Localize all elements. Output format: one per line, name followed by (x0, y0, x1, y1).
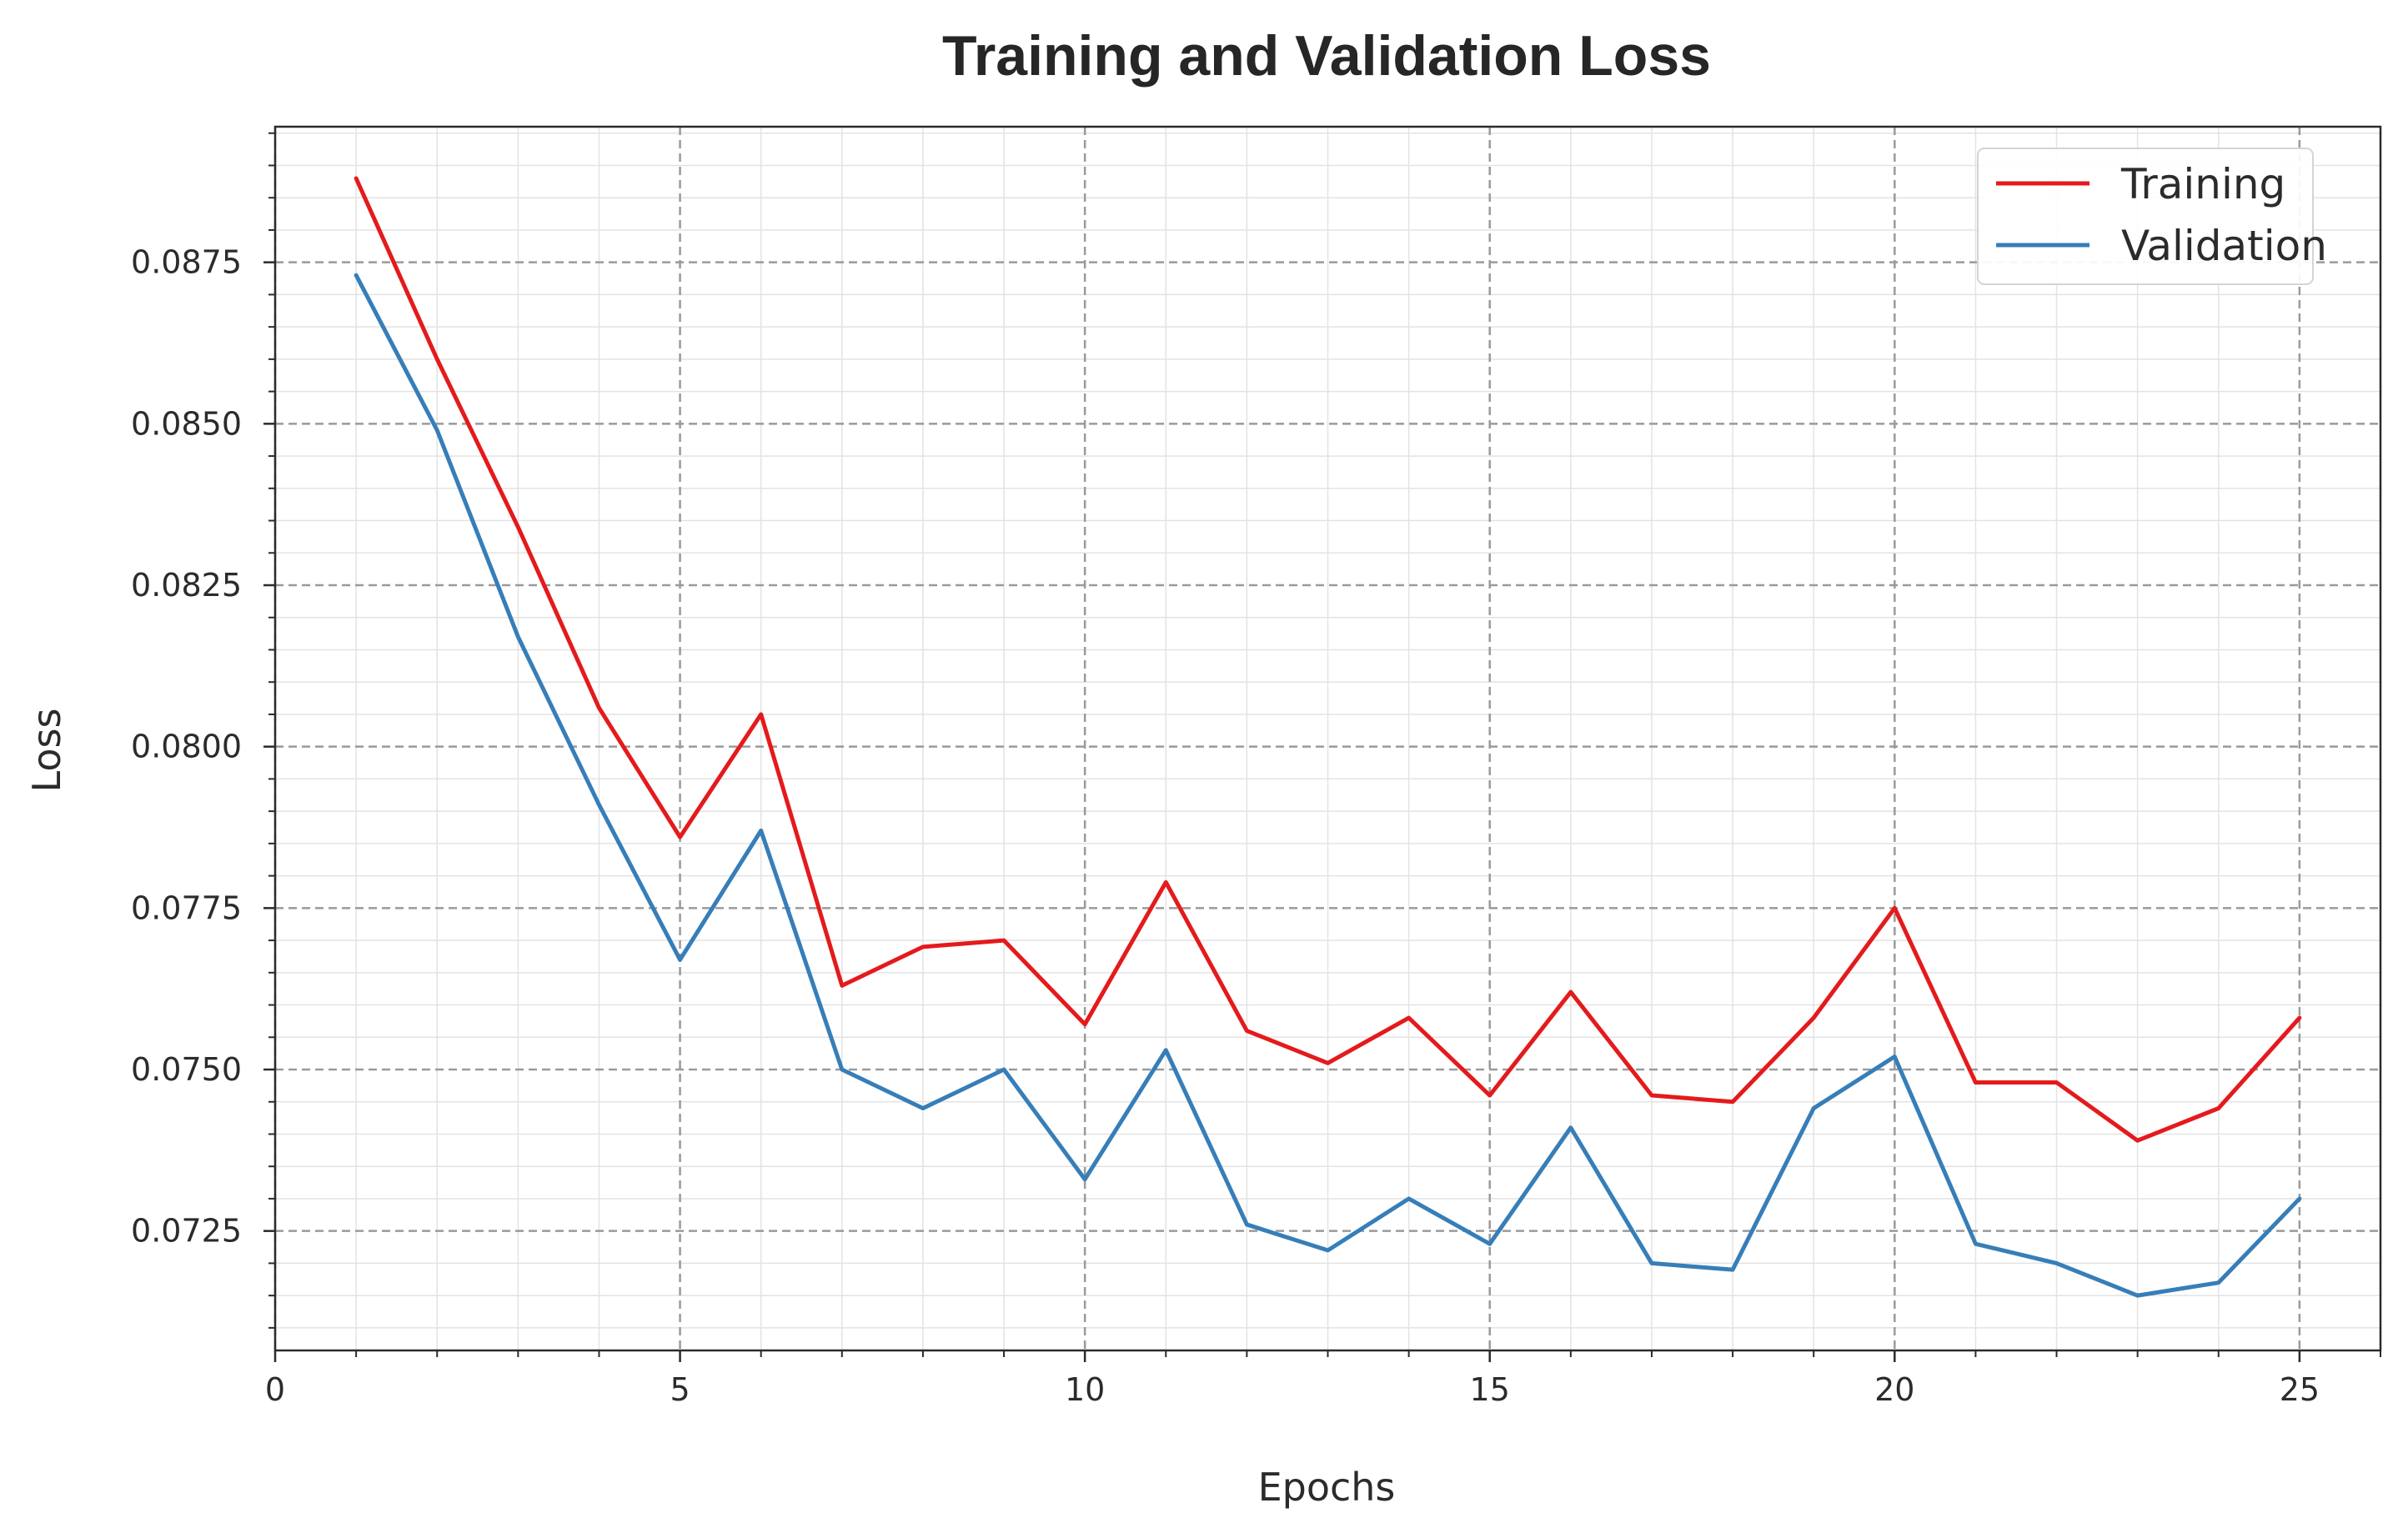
data-point-training (1649, 1094, 1653, 1098)
data-point-validation (354, 273, 359, 278)
data-point-training (516, 525, 520, 529)
data-point-validation (2054, 1261, 2059, 1265)
legend-label-validation: Validation (2121, 222, 2327, 270)
data-point-training (1731, 1100, 1735, 1104)
data-point-validation (435, 428, 439, 433)
x-tick-label: 20 (1874, 1371, 1914, 1408)
data-point-training (1326, 1061, 1330, 1065)
y-tick-label: 0.0775 (131, 889, 242, 926)
y-tick-label: 0.0750 (131, 1051, 242, 1088)
data-point-validation (1245, 1222, 1249, 1226)
x-tick-label: 25 (2280, 1371, 2320, 1408)
data-point-training (2054, 1080, 2059, 1085)
data-point-training (1974, 1080, 1978, 1085)
data-point-training (1893, 906, 1897, 910)
data-point-training (1487, 1094, 1492, 1098)
data-point-validation (1326, 1248, 1330, 1252)
data-point-training (759, 712, 763, 716)
data-point-validation (1083, 1177, 1087, 1181)
data-point-training (1568, 990, 1573, 994)
x-tick-label: 0 (265, 1371, 285, 1408)
series-line-validation (354, 273, 2302, 1298)
data-point-validation (1164, 1048, 1168, 1052)
data-point-validation (1974, 1242, 1978, 1246)
series-layer (354, 176, 2302, 1298)
data-point-validation (840, 1068, 844, 1072)
data-point-training (1164, 880, 1168, 884)
legend: Training Validation (1977, 148, 2327, 285)
data-point-validation (1893, 1055, 1897, 1059)
data-point-validation (2216, 1280, 2220, 1285)
data-point-training (1002, 939, 1006, 943)
data-point-training (1083, 1022, 1087, 1026)
data-point-validation (1731, 1268, 1735, 1272)
y-tick-label: 0.0850 (131, 405, 242, 442)
data-point-training (597, 706, 601, 710)
data-point-validation (1002, 1068, 1006, 1072)
data-point-validation (597, 803, 601, 807)
data-point-training (2216, 1106, 2220, 1110)
x-tick-label: 15 (1470, 1371, 1510, 1408)
data-point-training (354, 176, 359, 180)
data-point-training (2297, 1016, 2301, 1020)
data-point-validation (2135, 1294, 2140, 1298)
data-point-validation (1812, 1106, 1816, 1110)
data-point-validation (759, 829, 763, 833)
data-point-validation (1649, 1261, 1653, 1265)
major-grid (273, 127, 2380, 1350)
x-axis-label: Epochs (1258, 1465, 1396, 1510)
data-point-training (1407, 1016, 1411, 1020)
data-point-training (921, 944, 925, 949)
minor-grid (275, 127, 2381, 1350)
y-tick-labels: 0.0725 0.0750 0.0775 0.0800 0.0825 0.0850 0.08… (131, 244, 242, 1250)
y-tick-label: 0.0725 (131, 1213, 242, 1250)
y-tick-label: 0.0800 (131, 729, 242, 765)
data-point-validation (2297, 1196, 2301, 1200)
data-point-training (840, 984, 844, 988)
y-tick-label: 0.0875 (131, 244, 242, 281)
series-line-training (354, 176, 2302, 1143)
tick-marks (263, 132, 2381, 1362)
data-point-validation (1407, 1196, 1411, 1200)
data-point-validation (1568, 1125, 1573, 1130)
legend-label-training: Training (2120, 160, 2285, 208)
chart-title: Training and Validation Loss (942, 24, 1711, 88)
data-point-validation (1487, 1242, 1492, 1246)
y-axis-label: Loss (24, 709, 69, 793)
data-point-validation (678, 958, 682, 962)
x-tick-labels: 0 5 10 15 20 25 (265, 1371, 2320, 1408)
data-point-validation (516, 634, 520, 639)
data-point-training (1245, 1029, 1249, 1033)
data-point-training (2135, 1139, 2140, 1143)
data-point-validation (921, 1106, 925, 1110)
data-point-training (678, 835, 682, 839)
data-point-training (1812, 1016, 1816, 1020)
x-tick-label: 10 (1065, 1371, 1105, 1408)
data-point-training (435, 357, 439, 361)
y-tick-label: 0.0825 (131, 567, 242, 604)
x-tick-label: 5 (670, 1371, 690, 1408)
